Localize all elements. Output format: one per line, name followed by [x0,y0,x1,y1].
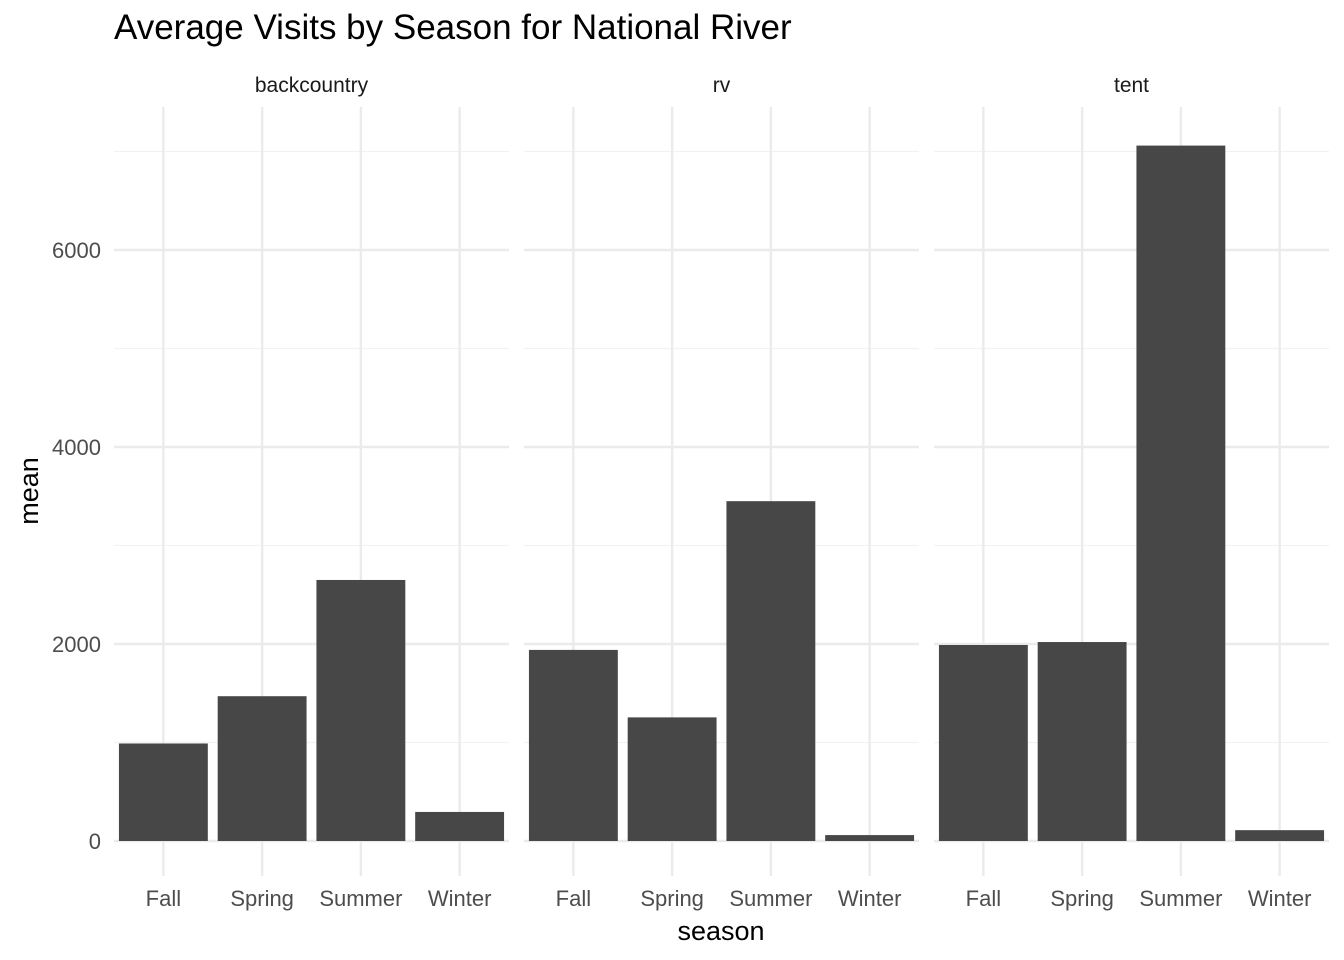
x-tick-label: Spring [230,886,294,911]
bar-rv-summer [726,501,816,841]
bar-rv-spring [627,717,717,841]
bar-backcountry-winter [415,811,505,841]
facet-label: rv [713,74,731,97]
x-tick-label: Fall [146,886,181,911]
x-axis-title: season [677,916,764,946]
x-tick-label: Fall [556,886,591,911]
x-tick-label: Summer [729,886,812,911]
y-tick-label: 4000 [52,435,101,460]
bar-tent-summer [1136,145,1226,842]
facet-label: backcountry [255,74,369,97]
bar-rv-fall [528,649,618,841]
x-tick-label: Spring [640,886,704,911]
chart-title: Average Visits by Season for National Ri… [114,8,792,47]
bar-tent-winter [1235,830,1325,841]
labels: backcountry Fall Spring Summer Winter rv Fall S… [52,74,1311,911]
x-tick-label: Winter [838,886,902,911]
y-tick-label: 6000 [52,238,101,263]
x-tick-label: Winter [1248,886,1312,911]
x-tick-label: Spring [1050,886,1114,911]
bar-tent-spring [1037,642,1127,841]
facet-label: tent [1114,74,1149,97]
y-axis-title: mean [14,457,44,525]
bar-rv-winter [825,835,915,841]
bars [118,145,1325,842]
bar-tent-fall [938,644,1028,841]
y-tick-label: 0 [89,829,101,854]
bar-backcountry-spring [217,696,307,841]
x-tick-label: Summer [1139,886,1222,911]
bar-backcountry-fall [118,743,208,841]
x-tick-label: Fall [966,886,1001,911]
bar-backcountry-summer [316,579,406,841]
x-tick-label: Winter [428,886,492,911]
y-tick-label: 2000 [52,632,101,657]
x-tick-label: Summer [319,886,402,911]
